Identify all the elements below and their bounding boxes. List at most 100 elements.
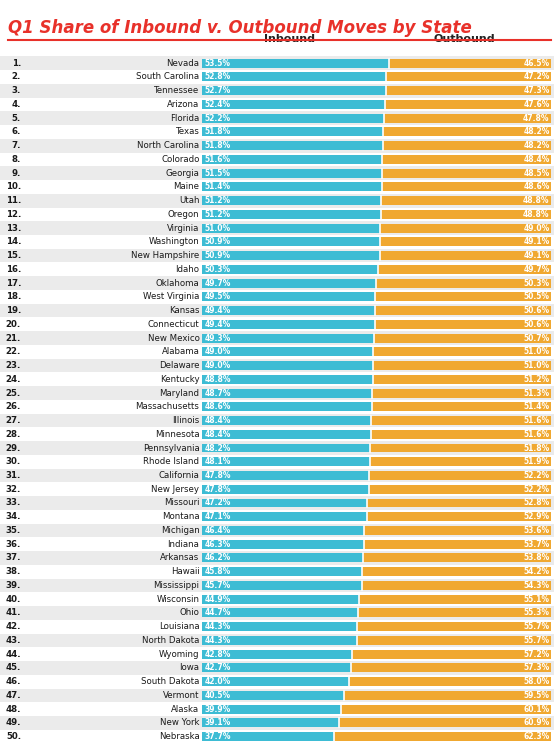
Text: Alaska: Alaska xyxy=(171,704,199,713)
Bar xyxy=(202,292,375,301)
Text: 52.8%: 52.8% xyxy=(204,72,230,81)
Text: 45.8%: 45.8% xyxy=(204,567,230,576)
Text: 51.4%: 51.4% xyxy=(524,403,550,412)
Bar xyxy=(202,623,357,631)
Text: 50.6%: 50.6% xyxy=(524,320,550,329)
Text: 10.: 10. xyxy=(6,182,21,192)
Text: Connecticut: Connecticut xyxy=(148,320,199,329)
Text: 60.1%: 60.1% xyxy=(524,704,550,713)
Bar xyxy=(202,595,359,604)
Text: 51.8%: 51.8% xyxy=(204,128,230,137)
Bar xyxy=(202,128,383,137)
Bar xyxy=(0,441,554,455)
Bar xyxy=(0,290,554,303)
Bar xyxy=(0,593,554,606)
Bar xyxy=(0,634,554,647)
Text: 46.3%: 46.3% xyxy=(204,540,230,549)
Bar xyxy=(370,457,551,466)
Text: 50.3%: 50.3% xyxy=(204,265,230,274)
Text: 34.: 34. xyxy=(6,512,21,521)
Text: 18.: 18. xyxy=(6,292,21,301)
Bar xyxy=(0,194,554,207)
Bar xyxy=(384,113,551,122)
Bar xyxy=(372,403,551,412)
Text: 49.4%: 49.4% xyxy=(204,320,230,329)
Text: 43.: 43. xyxy=(6,636,21,645)
Text: Mississippi: Mississippi xyxy=(153,581,199,590)
Bar xyxy=(0,84,554,98)
Bar xyxy=(341,704,551,713)
Bar xyxy=(202,471,369,480)
Text: 46.5%: 46.5% xyxy=(524,59,550,68)
Bar xyxy=(383,128,551,137)
Text: 49.4%: 49.4% xyxy=(204,306,230,315)
Bar xyxy=(0,674,554,689)
Text: 28.: 28. xyxy=(6,430,21,439)
Bar xyxy=(358,608,551,617)
Text: Washington: Washington xyxy=(148,237,199,246)
Text: Alabama: Alabama xyxy=(162,347,199,356)
Bar xyxy=(202,485,369,493)
Bar xyxy=(0,716,554,730)
Bar xyxy=(0,578,554,593)
Text: 48.6%: 48.6% xyxy=(204,403,231,412)
Text: Inbound: Inbound xyxy=(264,35,315,44)
Text: 41.: 41. xyxy=(6,608,21,617)
Text: 52.2%: 52.2% xyxy=(204,113,230,122)
Bar xyxy=(0,180,554,194)
Bar xyxy=(372,375,551,384)
Text: South Dakota: South Dakota xyxy=(141,677,199,686)
Text: 50.6%: 50.6% xyxy=(524,306,550,315)
Text: Virginia: Virginia xyxy=(167,224,199,233)
Bar xyxy=(0,276,554,290)
Text: 9.: 9. xyxy=(12,169,21,178)
Bar xyxy=(202,457,370,466)
Text: 36.: 36. xyxy=(6,540,21,549)
Bar xyxy=(364,526,551,535)
Bar xyxy=(202,719,338,727)
Bar xyxy=(202,512,367,521)
Text: 40.: 40. xyxy=(6,595,21,604)
Text: 47.1%: 47.1% xyxy=(204,512,231,521)
Bar xyxy=(0,386,554,400)
Text: 30.: 30. xyxy=(6,457,21,466)
Bar xyxy=(202,210,381,219)
Text: 52.9%: 52.9% xyxy=(524,512,550,521)
Text: 51.4%: 51.4% xyxy=(204,182,230,192)
Text: Kentucky: Kentucky xyxy=(160,375,199,384)
Text: 49.1%: 49.1% xyxy=(524,251,550,260)
Text: 52.7%: 52.7% xyxy=(204,86,230,95)
Bar xyxy=(0,139,554,152)
Bar xyxy=(382,182,551,192)
Text: 44.: 44. xyxy=(6,650,21,659)
Bar xyxy=(0,70,554,84)
Text: 46.4%: 46.4% xyxy=(204,526,230,535)
Bar xyxy=(202,333,375,342)
Text: Vermont: Vermont xyxy=(163,691,199,700)
Bar xyxy=(202,636,357,645)
Bar xyxy=(0,455,554,469)
Text: 44.3%: 44.3% xyxy=(204,636,230,645)
Bar xyxy=(202,320,375,329)
Bar xyxy=(0,166,554,180)
Text: Arkansas: Arkansas xyxy=(160,553,199,562)
Text: Maine: Maine xyxy=(173,182,199,192)
Text: 7.: 7. xyxy=(12,141,21,150)
Text: 55.7%: 55.7% xyxy=(524,636,550,645)
Text: Minnesota: Minnesota xyxy=(155,430,199,439)
Text: 26.: 26. xyxy=(6,403,21,412)
Text: 48.4%: 48.4% xyxy=(204,430,231,439)
Bar xyxy=(367,512,551,521)
Text: 23.: 23. xyxy=(6,361,21,370)
Text: Michigan: Michigan xyxy=(161,526,199,535)
Text: 49.5%: 49.5% xyxy=(204,292,230,301)
Bar xyxy=(363,553,551,562)
Text: 52.8%: 52.8% xyxy=(524,499,550,508)
Text: 44.7%: 44.7% xyxy=(204,608,231,617)
Text: Nebraska: Nebraska xyxy=(158,732,199,741)
Text: 48.6%: 48.6% xyxy=(523,182,550,192)
Text: 4.: 4. xyxy=(12,100,21,109)
Bar xyxy=(0,661,554,674)
Bar xyxy=(382,155,551,164)
Text: 42.8%: 42.8% xyxy=(204,650,231,659)
